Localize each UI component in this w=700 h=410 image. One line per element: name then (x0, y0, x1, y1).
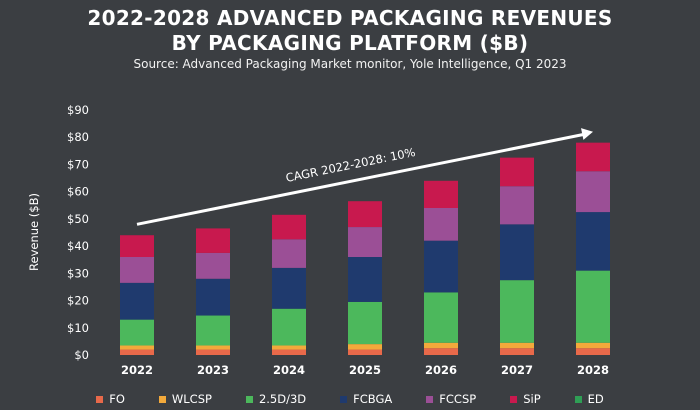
y-tick-label: $0 (74, 348, 89, 362)
bar-segment-fcbga (120, 282, 154, 320)
chart-source: Source: Advanced Packaging Market monito… (133, 57, 567, 71)
bar-segment-sip (272, 214, 306, 240)
bar-segment-sip (576, 142, 610, 172)
chart-title-line2: BY PACKAGING PLATFORM ($B) (171, 31, 529, 55)
bar-segment-fccsp (120, 257, 154, 283)
bar-segment-fo (500, 348, 534, 355)
legend-label: ED (587, 392, 604, 406)
legend-swatch (510, 395, 518, 403)
y-tick-label: $10 (67, 321, 89, 335)
bar-segment-fccsp (576, 171, 610, 213)
bar-segment-25d3d (348, 301, 382, 345)
cagr-trend-line (136, 132, 588, 226)
legend-swatch (426, 395, 434, 403)
bar-segment-fo (424, 348, 458, 355)
y-axis-label: Revenue ($B) (27, 193, 41, 271)
y-tick-label: $40 (67, 239, 89, 253)
bar-segment-fcbga (196, 278, 230, 316)
bar-segment-fo (348, 349, 382, 355)
legend-item: SiP (510, 392, 541, 406)
bar-segment-fccsp (348, 227, 382, 257)
legend-item: WLCSP (158, 392, 212, 406)
legend-swatch (245, 395, 253, 403)
legend-label: SiP (523, 392, 541, 406)
bar-segment-fo (120, 349, 154, 355)
bar-segment-fccsp (272, 239, 306, 268)
legend-swatch (96, 395, 104, 403)
bar-segment-sip (196, 228, 230, 253)
bar-segment-fcbga (576, 212, 610, 271)
bar-segment-sip (500, 157, 534, 187)
bar-segment-25d3d (196, 315, 230, 346)
bar-segment-fcbga (348, 257, 382, 302)
bar-segment-25d3d (272, 308, 306, 346)
bar-segment-wlcsp (196, 345, 230, 350)
x-tick-label: 2025 (349, 363, 381, 377)
bar-segment-wlcsp (424, 342, 458, 349)
legend-label: WLCSP (171, 392, 212, 406)
bar-segment-fo (196, 349, 230, 355)
legend-label: FCBGA (353, 392, 393, 406)
bar-segment-sip (120, 235, 154, 257)
legend-swatch (158, 395, 166, 403)
x-tick-label: 2027 (501, 363, 533, 377)
chart-title-line1: 2022-2028 ADVANCED PACKAGING REVENUES (87, 6, 613, 30)
legend-item: FCBGA (340, 392, 392, 406)
legend-swatch (574, 395, 582, 403)
x-tick-label: 2023 (197, 363, 229, 377)
bar-segment-fccsp (196, 252, 230, 279)
legend-item: 2.5D/3D (245, 392, 307, 406)
bar-segment-wlcsp (576, 342, 610, 349)
bar-segment-fccsp (424, 208, 458, 241)
x-tick-label: 2024 (273, 363, 305, 377)
x-tick-label: 2026 (425, 363, 457, 377)
bar-segment-sip (348, 201, 382, 228)
bar-segment-fo (272, 349, 306, 355)
bar-segment-sip (424, 180, 458, 208)
bar-segment-25d3d (424, 292, 458, 343)
legend-label: FCCSP (439, 392, 477, 406)
legend-item: FO (96, 392, 125, 406)
legend-item: FCCSP (426, 392, 476, 406)
cagr-annotation-label: CAGR 2022-2028: 10% (284, 145, 416, 185)
y-tick-label: $60 (67, 185, 89, 199)
y-tick-label: $70 (67, 157, 89, 171)
bar-segment-wlcsp (500, 342, 534, 349)
x-tick-label: 2022 (121, 363, 153, 377)
bar-segment-fo (576, 348, 610, 355)
bar-segment-25d3d (120, 319, 154, 346)
bar-segment-wlcsp (272, 345, 306, 350)
bar-segment-25d3d (576, 270, 610, 343)
legend-label: 2.5D/3D (258, 392, 307, 406)
y-tick-label: $90 (67, 103, 89, 117)
y-tick-label: $20 (67, 294, 89, 308)
chart-legend: FO WLCSP 2.5D/3D FCBGA FCCSP SiP ED (0, 392, 700, 406)
legend-label: FO (109, 392, 125, 406)
bar-segment-wlcsp (348, 344, 382, 350)
bar-segment-fccsp (500, 186, 534, 225)
y-tick-label: $50 (67, 212, 89, 226)
legend-item: ED (574, 392, 604, 406)
cagr-arrow-head (581, 128, 593, 140)
y-tick-label: $30 (67, 266, 89, 280)
legend-swatch (340, 395, 348, 403)
bar-segment-25d3d (500, 280, 534, 343)
bar-segment-wlcsp (120, 345, 154, 350)
bar-segment-fcbga (500, 224, 534, 281)
y-tick-label: $80 (67, 130, 89, 144)
bar-segment-fcbga (272, 267, 306, 309)
bar-segment-fcbga (424, 240, 458, 293)
x-tick-label: 2028 (577, 363, 609, 377)
